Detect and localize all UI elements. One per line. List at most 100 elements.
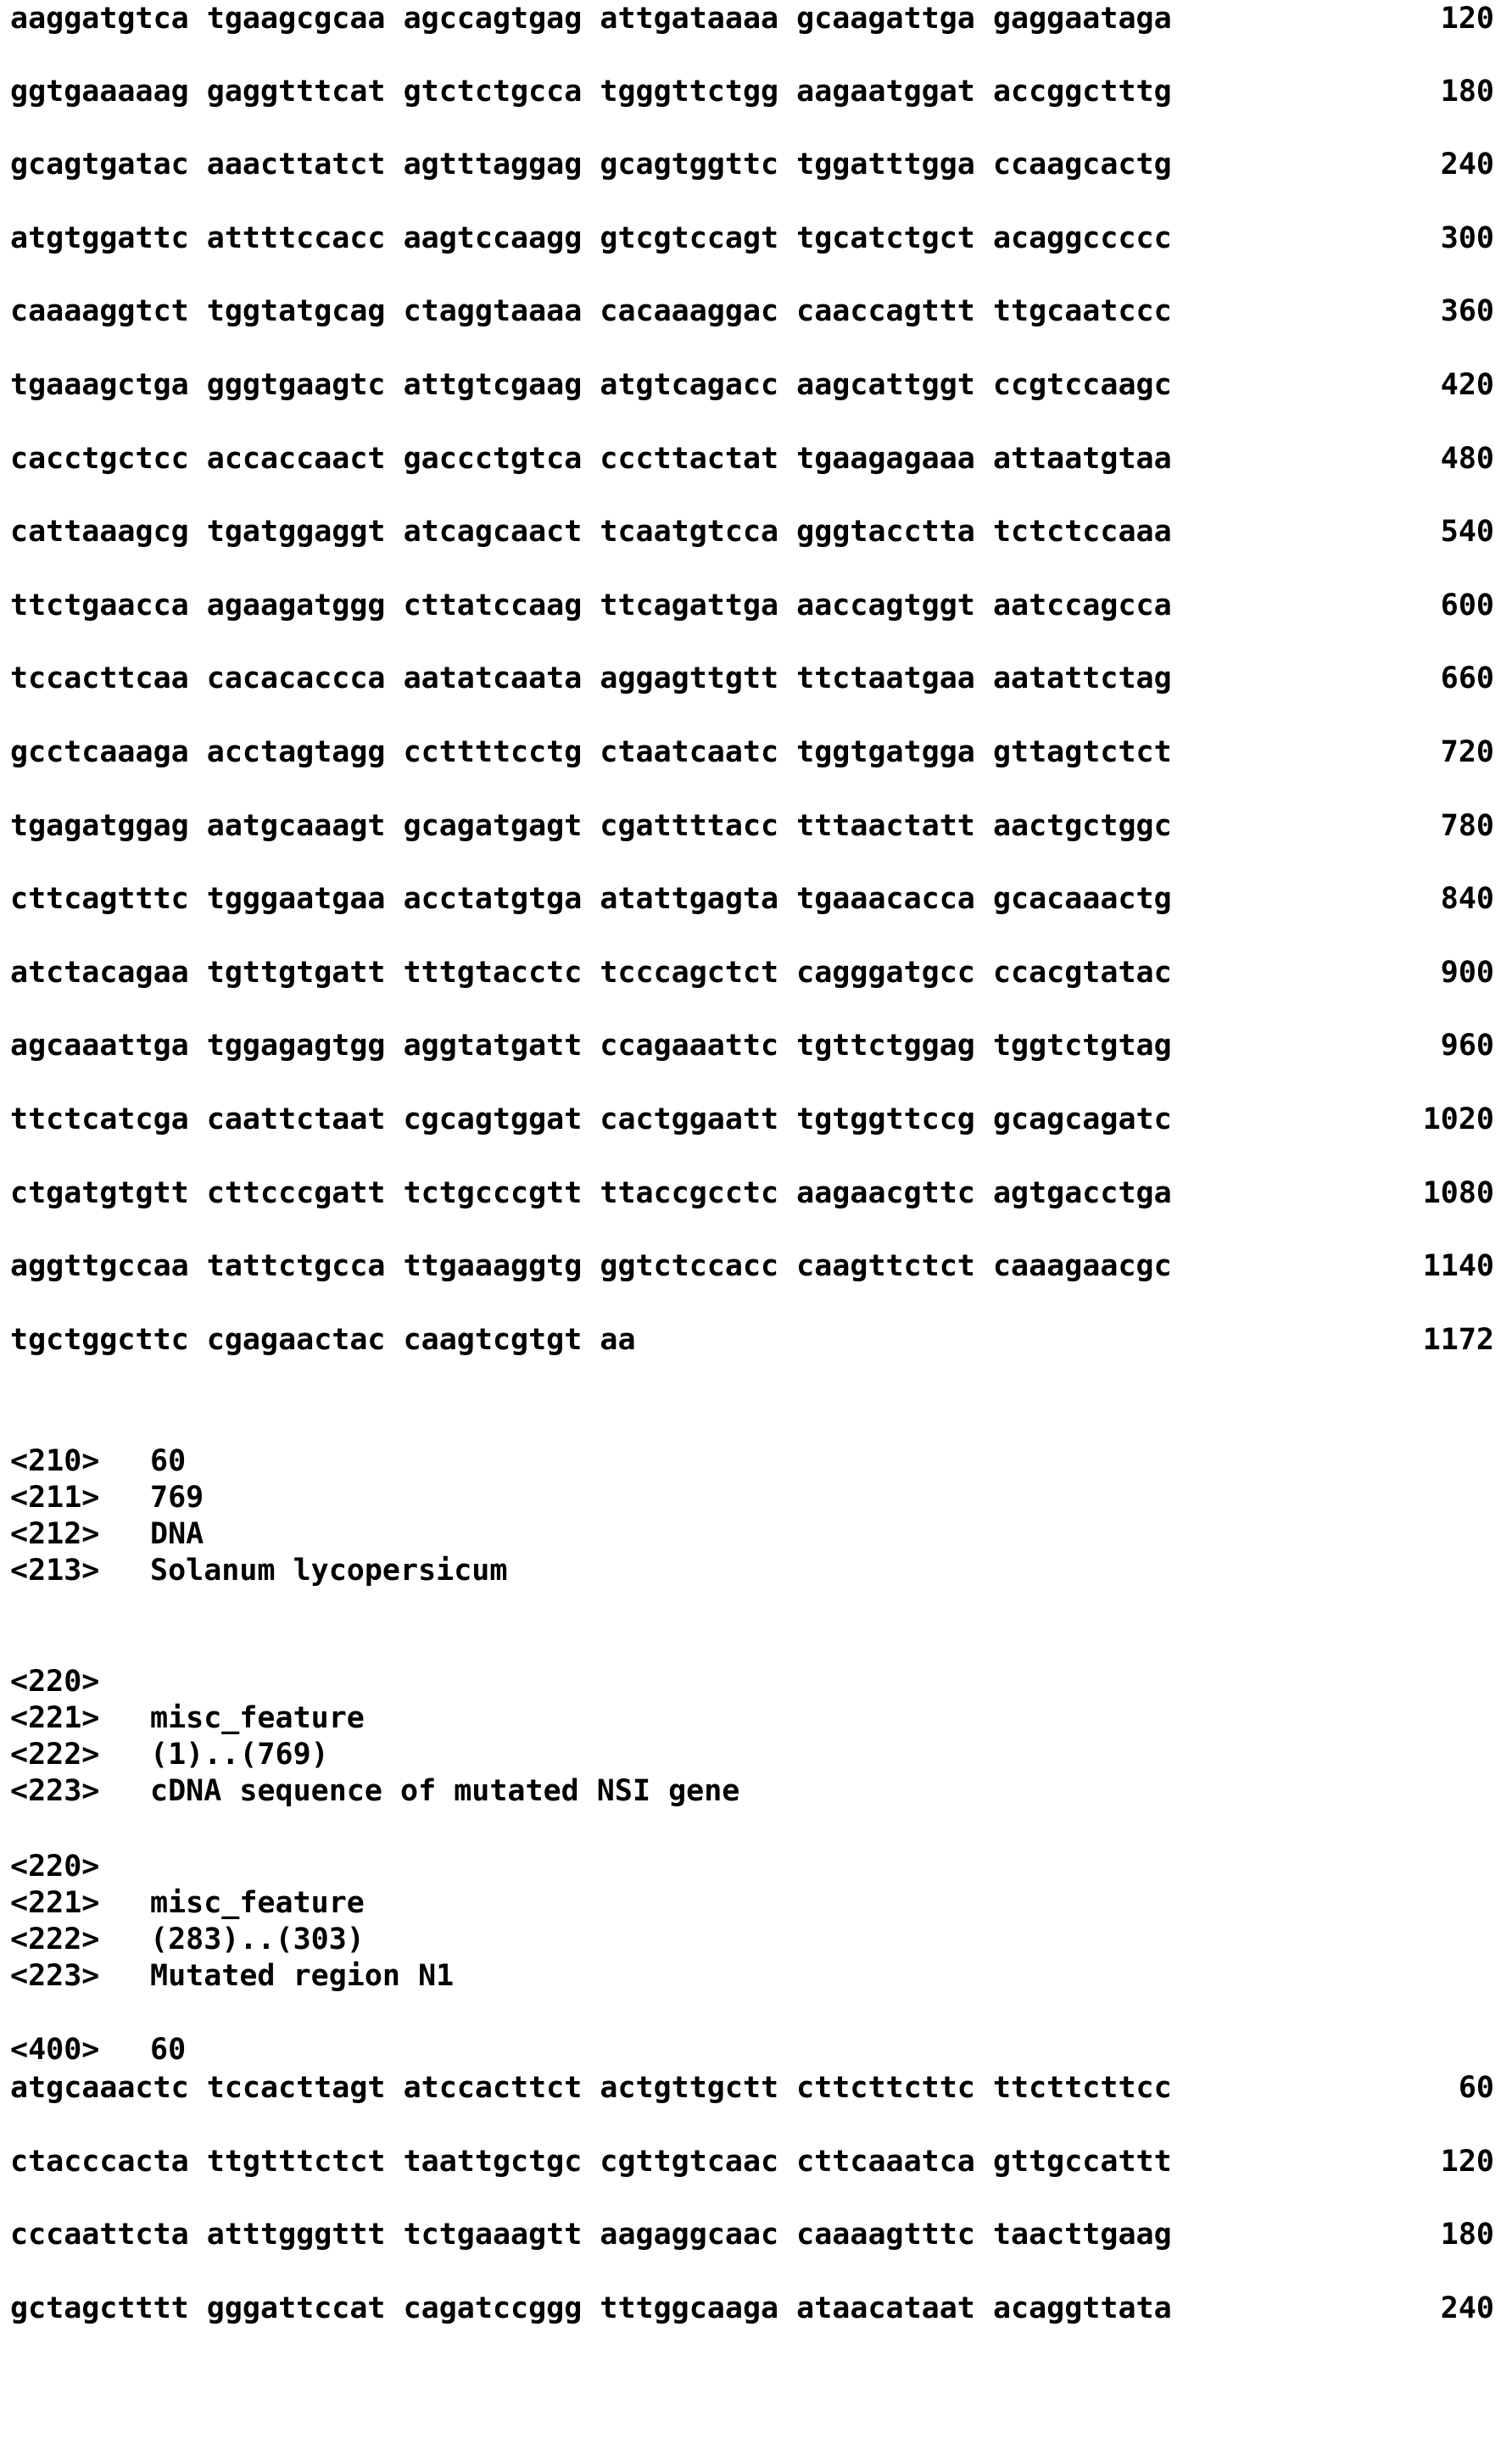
meta-value: 60 bbox=[150, 1443, 186, 1479]
sequence-text: gcagtgatac aaacttatct agtttaggag gcagtgg… bbox=[10, 146, 1172, 183]
sequence-position: 660 bbox=[1441, 660, 1494, 697]
sequence-line: cttcagtttc tgggaatgaa acctatgtga atattga… bbox=[10, 880, 1503, 918]
sequence-position: 300 bbox=[1441, 220, 1494, 257]
sequence-line: cccaattcta atttgggttt tctgaaagtt aagaggc… bbox=[10, 2216, 1503, 2253]
meta-line: <213> Solanum lycopersicum bbox=[10, 1553, 81, 1588]
sequence-position: 60 bbox=[1459, 2069, 1494, 2107]
sequence-position: 480 bbox=[1441, 440, 1494, 477]
sequence-listing-page: aaggatgtca tgaagcgcaa agccagtgag attgata… bbox=[0, 0, 1512, 2334]
sequence-text: ttctcatcga caattctaat cgcagtggat cactgga… bbox=[10, 1101, 1172, 1138]
sequence-position: 1020 bbox=[1423, 1101, 1494, 1138]
sequence-text: atgtggattc attttccacc aagtccaagg gtcgtcc… bbox=[10, 220, 1172, 257]
sequence-position: 180 bbox=[1441, 2216, 1494, 2253]
sequence-position: 960 bbox=[1441, 1027, 1494, 1064]
sequence-text: cacctgctcc accaccaact gaccctgtca cccttac… bbox=[10, 440, 1172, 477]
sequence-text: cttcagtttc tgggaatgaa acctatgtga atattga… bbox=[10, 880, 1172, 918]
meta-tag: <213> bbox=[10, 1553, 99, 1588]
sequence-text: tgagatggag aatgcaaagt gcagatgagt cgatttt… bbox=[10, 807, 1172, 845]
meta-tag: <400> bbox=[10, 2032, 99, 2068]
meta-line: <211> 769 bbox=[10, 1480, 81, 1515]
sequence-line: aaggatgtca tgaagcgcaa agccagtgag attgata… bbox=[10, 0, 1503, 37]
sequence-line: caaaaggtct tggtatgcag ctaggtaaaa cacaaag… bbox=[10, 293, 1503, 330]
meta-line: <220> bbox=[10, 1849, 81, 1884]
sequence-position: 240 bbox=[1441, 2290, 1494, 2327]
sequence-text: ggtgaaaaag gaggtttcat gtctctgcca tgggttc… bbox=[10, 73, 1172, 110]
meta-line: <220> bbox=[10, 1664, 81, 1699]
sequence-text: caaaaggtct tggtatgcag ctaggtaaaa cacaaag… bbox=[10, 293, 1172, 330]
meta-tag: <223> bbox=[10, 1958, 99, 1994]
sequence-position: 900 bbox=[1441, 954, 1494, 991]
meta-line: <222> (1)..(769) bbox=[10, 1737, 81, 1772]
sequence-position: 120 bbox=[1441, 2143, 1494, 2180]
sequence-text: aggttgccaa tattctgcca ttgaaaggtg ggtctcc… bbox=[10, 1247, 1172, 1285]
sequence-line: ttctcatcga caattctaat cgcagtggat cactgga… bbox=[10, 1101, 1503, 1138]
sequence-position: 780 bbox=[1441, 807, 1494, 845]
sequence-line: aggttgccaa tattctgcca ttgaaaggtg ggtctcc… bbox=[10, 1247, 1503, 1285]
sequence-line: ttctgaacca agaagatggg cttatccaag ttcagat… bbox=[10, 587, 1503, 624]
meta-value: 769 bbox=[150, 1480, 204, 1515]
meta-value: cDNA sequence of mutated NSI gene bbox=[150, 1773, 739, 1809]
sequence-text: gcctcaaaga acctagtagg ccttttcctg ctaatca… bbox=[10, 734, 1172, 771]
meta-line: <400> 60 bbox=[10, 2032, 81, 2068]
meta-tag: <222> bbox=[10, 1922, 99, 1957]
sequence-position: 1080 bbox=[1423, 1175, 1494, 1212]
sequence-line: tgagatggag aatgcaaagt gcagatgagt cgatttt… bbox=[10, 807, 1503, 845]
sequence-text: agcaaattga tggagagtgg aggtatgatt ccagaaa… bbox=[10, 1027, 1172, 1064]
meta-line: <212> DNA bbox=[10, 1516, 81, 1552]
meta-tag: <220> bbox=[10, 1664, 99, 1699]
sequence-text: tccacttcaa cacacaccca aatatcaata aggagtt… bbox=[10, 660, 1172, 697]
meta-value: Solanum lycopersicum bbox=[150, 1553, 507, 1588]
meta-value: misc_feature bbox=[150, 1700, 365, 1736]
meta-tag: <222> bbox=[10, 1737, 99, 1772]
sequence-line: cattaaagcg tgatggaggt atcagcaact tcaatgt… bbox=[10, 513, 1503, 550]
meta-tag: <223> bbox=[10, 1773, 99, 1809]
sequence-line: tccacttcaa cacacaccca aatatcaata aggagtt… bbox=[10, 660, 1503, 697]
sequence-line: ctgatgtgtt cttcccgatt tctgcccgtt ttaccgc… bbox=[10, 1175, 1503, 1212]
sequence-line: atgtggattc attttccacc aagtccaagg gtcgtcc… bbox=[10, 220, 1503, 257]
meta-tag: <220> bbox=[10, 1849, 99, 1884]
meta-tag: <210> bbox=[10, 1443, 99, 1479]
meta-tag: <212> bbox=[10, 1516, 99, 1552]
sequence-text: ctgatgtgtt cttcccgatt tctgcccgtt ttaccgc… bbox=[10, 1175, 1172, 1212]
meta-line: <221> misc_feature bbox=[10, 1700, 81, 1736]
sequence-position: 240 bbox=[1441, 146, 1494, 183]
sequence-line: atgcaaactc tccacttagt atccacttct actgttg… bbox=[10, 2069, 1503, 2107]
meta-line: <222> (283)..(303) bbox=[10, 1922, 81, 1957]
meta-value: (1)..(769) bbox=[150, 1737, 329, 1772]
meta-line: <223> Mutated region N1 bbox=[10, 1958, 81, 1994]
sequence-line: tgctggcttc cgagaactac caagtcgtgt aa 1172 bbox=[10, 1321, 1503, 1359]
meta-line: <221> misc_feature bbox=[10, 1885, 81, 1921]
sequence-line: ggtgaaaaag gaggtttcat gtctctgcca tgggttc… bbox=[10, 73, 1503, 110]
sequence-line: gcagtgatac aaacttatct agtttaggag gcagtgg… bbox=[10, 146, 1503, 183]
sequence-text: tgaaagctga gggtgaagtc attgtcgaag atgtcag… bbox=[10, 366, 1172, 404]
sequence-position: 120 bbox=[1441, 0, 1494, 37]
sequence-line: agcaaattga tggagagtgg aggtatgatt ccagaaa… bbox=[10, 1027, 1503, 1064]
meta-value: misc_feature bbox=[150, 1885, 365, 1921]
sequence-position: 720 bbox=[1441, 734, 1494, 771]
sequence-text: gctagctttt gggattccat cagatccggg tttggca… bbox=[10, 2290, 1172, 2327]
sequence-position: 180 bbox=[1441, 73, 1494, 110]
sequence-position: 840 bbox=[1441, 880, 1494, 918]
sequence-line: tgaaagctga gggtgaagtc attgtcgaag atgtcag… bbox=[10, 366, 1503, 404]
meta-line: <210> 60 bbox=[10, 1443, 81, 1479]
sequence-text: ctacccacta ttgtttctct taattgctgc cgttgtc… bbox=[10, 2143, 1172, 2180]
meta-value: DNA bbox=[150, 1516, 204, 1552]
meta-tag: <211> bbox=[10, 1480, 99, 1515]
sequence-position: 1172 bbox=[1423, 1321, 1494, 1359]
meta-value: (283)..(303) bbox=[150, 1922, 365, 1957]
sequence-line: ctacccacta ttgtttctct taattgctgc cgttgtc… bbox=[10, 2143, 1503, 2180]
sequence-position: 1140 bbox=[1423, 1247, 1494, 1285]
sequence-text: atctacagaa tgttgtgatt tttgtacctc tcccagc… bbox=[10, 954, 1172, 991]
sequence-text: cattaaagcg tgatggaggt atcagcaact tcaatgt… bbox=[10, 513, 1172, 550]
meta-line: <223> cDNA sequence of mutated NSI gene bbox=[10, 1773, 81, 1809]
sequence-position: 360 bbox=[1441, 293, 1494, 330]
sequence-line: cacctgctcc accaccaact gaccctgtca cccttac… bbox=[10, 440, 1503, 477]
sequence-text: tgctggcttc cgagaactac caagtcgtgt aa bbox=[10, 1321, 636, 1359]
meta-tag: <221> bbox=[10, 1700, 99, 1736]
sequence-text: aaggatgtca tgaagcgcaa agccagtgag attgata… bbox=[10, 0, 1172, 37]
sequence-position: 600 bbox=[1441, 587, 1494, 624]
sequence-line: gcctcaaaga acctagtagg ccttttcctg ctaatca… bbox=[10, 734, 1503, 771]
sequence-text: cccaattcta atttgggttt tctgaaagtt aagaggc… bbox=[10, 2216, 1172, 2253]
meta-value: 60 bbox=[150, 2032, 186, 2068]
sequence-position: 540 bbox=[1441, 513, 1494, 550]
